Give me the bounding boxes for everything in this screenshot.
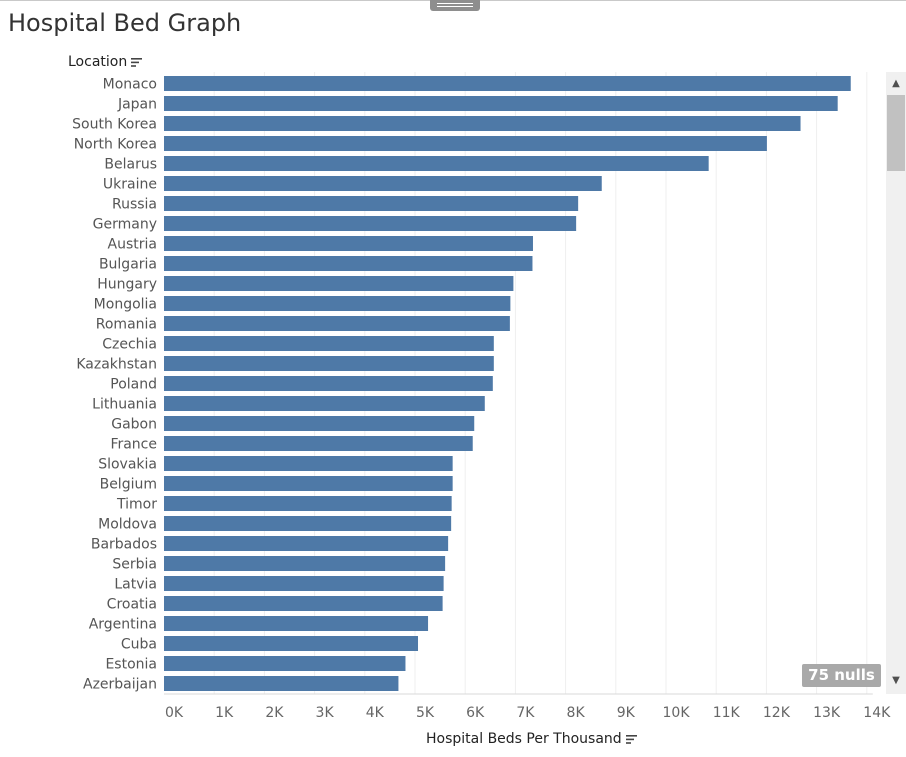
category-label: Russia (112, 197, 157, 213)
category-label: South Korea (72, 117, 157, 133)
resize-handle[interactable] (430, 0, 480, 11)
bar[interactable] (164, 596, 443, 611)
bar[interactable] (164, 636, 419, 651)
category-label: Cuba (121, 637, 157, 653)
bar[interactable] (164, 76, 851, 91)
page-title: Hospital Bed Graph (8, 9, 242, 37)
bar[interactable] (164, 296, 511, 311)
bar[interactable] (164, 176, 602, 191)
category-label: Belgium (100, 477, 157, 493)
bar[interactable] (164, 256, 533, 271)
x-tick-label: 8K (567, 705, 586, 721)
category-label: Latvia (114, 577, 157, 593)
category-label: Czechia (102, 337, 157, 353)
bar[interactable] (164, 616, 429, 631)
category-label: North Korea (74, 137, 157, 153)
category-label: Estonia (105, 657, 157, 673)
bar[interactable] (164, 136, 767, 151)
category-label: Belarus (104, 157, 157, 173)
bar[interactable] (164, 316, 510, 331)
bar[interactable] (164, 196, 579, 211)
x-axis-title-label: Hospital Beds Per Thousand (426, 731, 622, 747)
bar[interactable] (164, 276, 514, 291)
category-label: Monaco (103, 77, 157, 93)
x-tick-label: 3K (316, 705, 335, 721)
bar[interactable] (164, 456, 453, 471)
x-tick-label: 7K (516, 705, 535, 721)
category-label: Gabon (111, 417, 157, 433)
x-tick-label: 2K (265, 705, 284, 721)
category-label: Moldova (98, 517, 157, 533)
x-tick-label: 4K (366, 705, 385, 721)
bar[interactable] (164, 376, 493, 391)
bar[interactable] (164, 656, 406, 671)
x-tick-label: 13K (813, 705, 841, 721)
bar[interactable] (164, 536, 449, 551)
category-label: Germany (93, 217, 157, 233)
category-label: Poland (110, 377, 157, 393)
x-tick-label: 6K (466, 705, 485, 721)
bar[interactable] (164, 676, 399, 691)
x-tick-label: 9K (617, 705, 636, 721)
nulls-indicator[interactable]: 75 nulls (802, 664, 881, 687)
bar[interactable] (164, 96, 838, 111)
x-axis-title[interactable]: Hospital Beds Per Thousand (426, 731, 637, 747)
category-label: Hungary (97, 277, 157, 293)
category-label: Bulgaria (99, 257, 157, 273)
category-label: Serbia (112, 557, 157, 573)
bar[interactable] (164, 476, 453, 491)
bar[interactable] (164, 556, 446, 571)
bar[interactable] (164, 356, 494, 371)
bar[interactable] (164, 396, 485, 411)
category-label: Austria (108, 237, 157, 253)
bar[interactable] (164, 156, 709, 171)
vertical-scrollbar[interactable] (886, 72, 906, 694)
x-tick-label: 10K (663, 705, 691, 721)
rows-header[interactable]: Location (68, 54, 143, 70)
category-label: Romania (96, 317, 157, 333)
category-label: Mongolia (94, 297, 157, 313)
category-label: Barbados (91, 537, 157, 553)
scroll-up-arrow-icon[interactable]: ▲ (892, 78, 900, 89)
bar[interactable] (164, 216, 577, 231)
rows-header-label: Location (68, 54, 128, 70)
sort-descending-icon[interactable] (625, 734, 637, 744)
category-label: Japan (117, 97, 157, 113)
x-tick-label: 12K (763, 705, 791, 721)
category-label: Argentina (89, 617, 157, 633)
category-label: Azerbaijan (83, 677, 157, 693)
category-label: Croatia (107, 597, 157, 613)
category-label: Lithuania (92, 397, 157, 413)
bar[interactable] (164, 576, 444, 591)
category-label: France (110, 437, 157, 453)
category-label: Kazakhstan (76, 357, 157, 373)
category-label: Timor (116, 497, 157, 513)
x-tick-label: 11K (713, 705, 741, 721)
bar[interactable] (164, 416, 475, 431)
bar[interactable] (164, 516, 452, 531)
bar[interactable] (164, 336, 494, 351)
x-tick-label: 1K (215, 705, 234, 721)
x-tick-label: 5K (416, 705, 435, 721)
bar[interactable] (164, 116, 801, 131)
sort-descending-icon[interactable] (131, 57, 143, 67)
scroll-down-arrow-icon[interactable]: ▼ (892, 675, 900, 686)
x-tick-label: 14K (863, 705, 891, 721)
bar[interactable] (164, 436, 473, 451)
bar[interactable] (164, 496, 452, 511)
x-tick-label: 0K (165, 705, 184, 721)
category-label: Ukraine (103, 177, 157, 193)
category-label: Slovakia (98, 457, 157, 473)
bar[interactable] (164, 236, 533, 251)
scrollbar-thumb[interactable] (887, 95, 905, 171)
